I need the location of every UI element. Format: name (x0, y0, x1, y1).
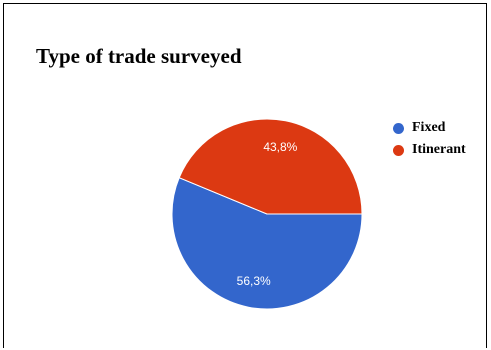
legend-swatch-fixed (393, 122, 404, 134)
pie-slice-itinerant (178, 118, 363, 215)
legend: Fixed Itinerant (393, 118, 466, 162)
slice-label-fixed: 56,3% (237, 274, 271, 288)
chart-frame: Type of trade surveyed 56,3% 43,8% Fixed … (3, 3, 487, 348)
legend-label-itinerant: Itinerant (412, 142, 466, 157)
legend-item-fixed: Fixed (393, 118, 466, 138)
legend-item-itinerant: Itinerant (393, 140, 466, 160)
chart-title: Type of trade surveyed (36, 44, 242, 68)
legend-label-fixed: Fixed (412, 120, 446, 135)
legend-swatch-itinerant (393, 144, 404, 156)
pie-slice-fixed (171, 177, 363, 310)
slice-label-itinerant: 43,8% (263, 140, 297, 154)
pie-chart: 56,3% 43,8% (171, 118, 363, 310)
